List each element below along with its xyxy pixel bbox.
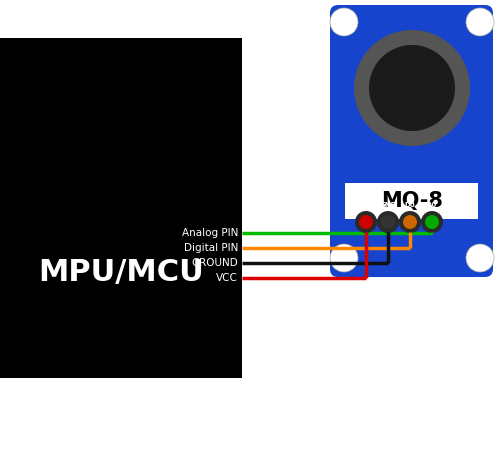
Circle shape (466, 244, 494, 272)
Circle shape (355, 211, 377, 233)
Text: A0: A0 (427, 202, 437, 208)
Circle shape (330, 8, 358, 36)
Text: GROUND: GROUND (191, 258, 238, 268)
Circle shape (354, 30, 470, 146)
Circle shape (381, 215, 395, 229)
Circle shape (369, 45, 455, 131)
Circle shape (403, 215, 417, 229)
Text: VCC: VCC (216, 273, 238, 283)
Text: MPU/MCU: MPU/MCU (38, 258, 204, 286)
Circle shape (399, 211, 421, 233)
Bar (345, 183, 478, 219)
Bar (0, 38, 242, 378)
Circle shape (425, 215, 439, 229)
FancyBboxPatch shape (330, 5, 493, 277)
Text: D0: D0 (404, 202, 415, 208)
Circle shape (421, 211, 443, 233)
Text: Digital PIN: Digital PIN (184, 243, 238, 253)
Circle shape (330, 244, 358, 272)
Text: Analog PIN: Analog PIN (182, 228, 238, 238)
Circle shape (359, 215, 373, 229)
Circle shape (466, 8, 494, 36)
Text: GND: GND (380, 202, 396, 208)
Text: MQ-8: MQ-8 (381, 191, 443, 211)
Circle shape (377, 211, 399, 233)
Text: VCC: VCC (358, 202, 374, 208)
